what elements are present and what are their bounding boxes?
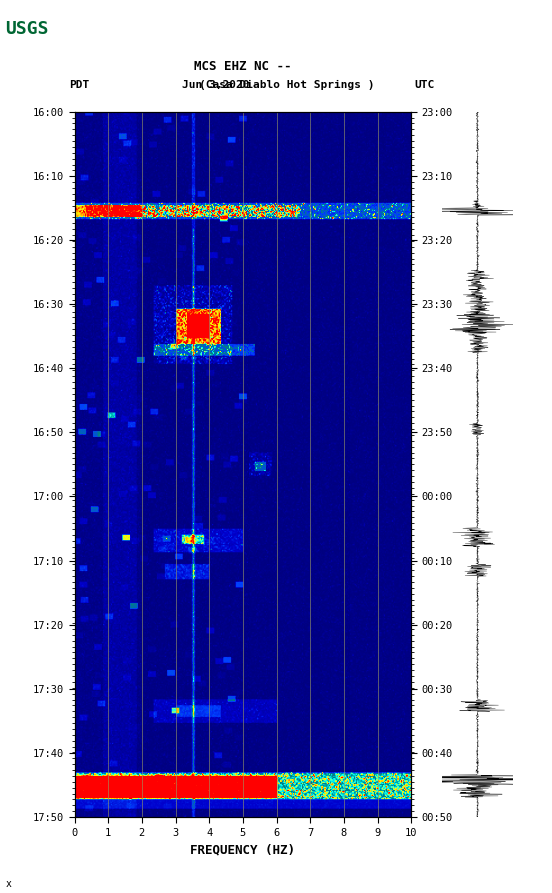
Text: USGS: USGS: [6, 20, 49, 38]
Text: UTC: UTC: [414, 79, 434, 90]
Text: x: x: [6, 879, 12, 889]
Text: MCS EHZ NC --: MCS EHZ NC --: [194, 61, 291, 73]
Text: PDT: PDT: [69, 79, 89, 90]
Text: (Casa Diablo Hot Springs ): (Casa Diablo Hot Springs ): [199, 79, 375, 90]
X-axis label: FREQUENCY (HZ): FREQUENCY (HZ): [190, 843, 295, 856]
Text: Jun 3,2020: Jun 3,2020: [182, 79, 249, 90]
